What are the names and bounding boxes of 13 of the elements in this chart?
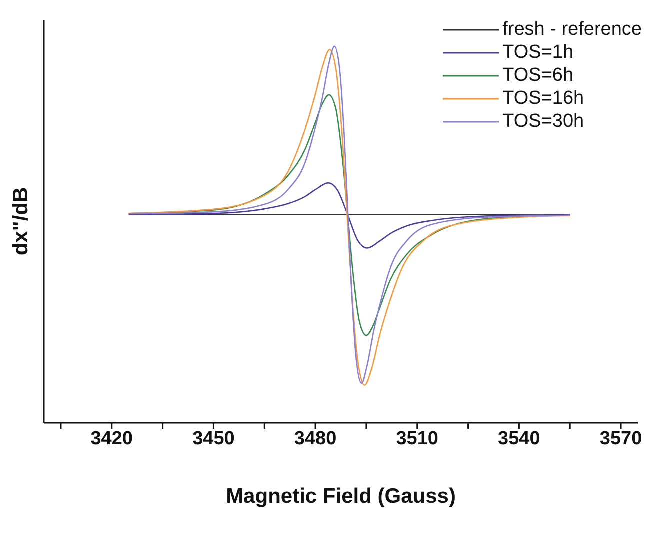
y-axis-title: dx"/dB [9,187,32,256]
legend-label: TOS=6h [502,64,574,86]
x-tick-label: 3480 [294,428,337,450]
legend-label: TOS=1h [502,42,574,64]
x-tick-label: 3420 [90,428,134,450]
legend-label: TOS=30h [502,110,584,132]
legend-label: fresh - reference [502,18,642,40]
x-tick-label: 3570 [600,428,642,450]
x-axis-title: Magnetic Field (Gauss) [226,485,456,508]
x-tick-label: 3450 [192,428,235,450]
x-tick-label: 3540 [498,428,540,450]
x-tick-label: 3510 [396,428,439,450]
legend-label: TOS=16h [502,88,584,110]
